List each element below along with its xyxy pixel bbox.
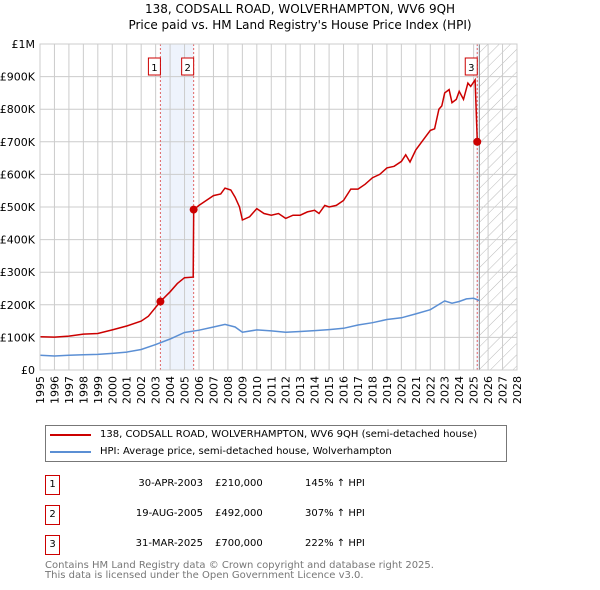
x-tick-label: 2004 bbox=[164, 376, 177, 404]
x-tick-label: 2007 bbox=[207, 376, 220, 404]
y-tick-label: £400K bbox=[0, 234, 36, 247]
sale-label-box bbox=[464, 57, 478, 76]
x-tick-label: 1999 bbox=[92, 376, 105, 404]
plot-border bbox=[39, 43, 518, 371]
y-tick-label: £300K bbox=[0, 266, 36, 279]
sale-point bbox=[189, 205, 198, 214]
sale-label-box bbox=[181, 57, 195, 76]
y-tick-label: £800K bbox=[0, 103, 36, 116]
sale-price: £700,000 bbox=[215, 538, 263, 549]
sale-price: £210,000 bbox=[215, 478, 263, 489]
x-tick-label: 2011 bbox=[265, 376, 278, 404]
y-tick-label: £200K bbox=[0, 299, 36, 312]
sale-badge: 1 bbox=[45, 475, 60, 495]
y-tick-label: £0 bbox=[21, 364, 35, 377]
x-tick-label: 2015 bbox=[323, 376, 336, 404]
x-tick-label: 2005 bbox=[179, 376, 192, 404]
x-tick-label: 1996 bbox=[48, 376, 61, 404]
x-tick-label: 2021 bbox=[410, 376, 423, 404]
legend-swatch-hpi bbox=[50, 450, 91, 453]
x-tick-label: 2003 bbox=[150, 376, 163, 404]
sale-label: 1 bbox=[151, 63, 157, 74]
x-tick-label: 2019 bbox=[381, 376, 394, 404]
footer-licence: This data is licensed under the Open Gov… bbox=[45, 570, 364, 581]
legend-label-hpi: HPI: Average price, semi-detached house,… bbox=[100, 446, 392, 457]
sale-hpi: 307% ↑ HPI bbox=[305, 508, 365, 519]
sale-label-box bbox=[147, 57, 161, 76]
sale-row: 1 30-APR-2003 £210,000 145% ↑ HPI bbox=[45, 475, 545, 495]
legend-label-property: 138, CODSALL ROAD, WOLVERHAMPTON, WV6 9Q… bbox=[100, 429, 478, 440]
y-tick-label: £900K bbox=[0, 71, 36, 84]
x-tick-label: 2012 bbox=[280, 376, 293, 404]
x-tick-label: 1995 bbox=[34, 376, 47, 404]
series-line bbox=[39, 77, 480, 338]
x-tick-label: 2025 bbox=[468, 376, 481, 404]
x-tick-label: 2022 bbox=[424, 376, 437, 404]
x-tick-label: 2017 bbox=[352, 376, 365, 404]
sale-badge: 3 bbox=[45, 535, 60, 555]
x-tick-label: 2023 bbox=[439, 376, 452, 404]
y-tick-label: £500K bbox=[0, 201, 36, 214]
sale-label: 2 bbox=[184, 63, 190, 74]
y-tick-label: £600K bbox=[0, 168, 36, 181]
x-tick-label: 2002 bbox=[135, 376, 148, 404]
y-tick-label: £700K bbox=[0, 136, 36, 149]
series-line bbox=[39, 297, 480, 357]
sale-row: 2 19-AUG-2005 £492,000 307% ↑ HPI bbox=[45, 505, 545, 525]
x-tick-label: 1997 bbox=[63, 376, 76, 404]
sale-date: 19-AUG-2005 bbox=[135, 508, 203, 519]
sale-date: 31-MAR-2025 bbox=[135, 538, 203, 549]
x-tick-label: 2006 bbox=[193, 376, 206, 404]
sale-hpi: 222% ↑ HPI bbox=[305, 538, 365, 549]
x-tick-label: 2020 bbox=[395, 376, 408, 404]
x-tick-label: 2026 bbox=[482, 376, 495, 404]
sale-point bbox=[156, 297, 165, 306]
sale-point bbox=[473, 137, 482, 146]
x-tick-label: 2024 bbox=[453, 376, 466, 404]
x-tick-label: 2013 bbox=[294, 376, 307, 404]
x-tick-label: 2000 bbox=[106, 376, 119, 404]
chart-subtitle: Price paid vs. HM Land Registry's House … bbox=[128, 18, 472, 32]
x-tick-label: 2016 bbox=[338, 376, 351, 404]
x-tick-label: 2018 bbox=[366, 376, 379, 404]
sale-badge: 2 bbox=[45, 505, 60, 525]
sale-price: £492,000 bbox=[215, 508, 263, 519]
sale-label: 3 bbox=[468, 63, 474, 74]
footer-copyright: Contains HM Land Registry data © Crown c… bbox=[45, 560, 434, 571]
x-tick-label: 2008 bbox=[222, 376, 235, 404]
price-chart: 1995 1996 1997 1998 1999 2000 2001 2002 2003 2004… bbox=[0, 38, 524, 404]
legend-swatch-property bbox=[50, 433, 91, 436]
x-tick-label: 2027 bbox=[497, 376, 510, 404]
sale-date: 30-APR-2003 bbox=[138, 478, 203, 489]
x-tick-label: 2014 bbox=[309, 376, 322, 404]
x-tick-label: 2001 bbox=[121, 376, 134, 404]
x-tick-label: 2028 bbox=[511, 376, 524, 404]
legend: 138, CODSALL ROAD, WOLVERHAMPTON, WV6 9Q… bbox=[45, 425, 507, 462]
x-tick-label: 2010 bbox=[251, 376, 264, 404]
sale-row: 3 31-MAR-2025 £700,000 222% ↑ HPI bbox=[45, 535, 545, 555]
sale-hpi: 145% ↑ HPI bbox=[305, 478, 365, 489]
chart-title: 138, CODSALL ROAD, WOLVERHAMPTON, WV6 9Q… bbox=[144, 2, 456, 16]
y-tick-label: £100K bbox=[0, 331, 36, 344]
x-tick-label: 1998 bbox=[77, 376, 90, 404]
x-tick-label: 2009 bbox=[236, 376, 249, 404]
y-tick-label: £1M bbox=[12, 38, 36, 51]
